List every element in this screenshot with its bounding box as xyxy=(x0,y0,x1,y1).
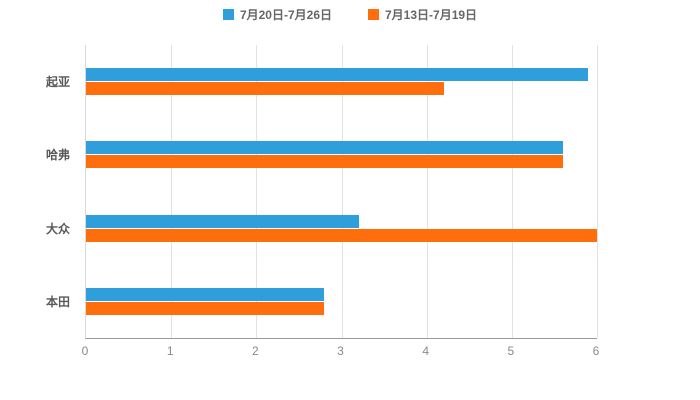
bar-blue-2[interactable] xyxy=(86,141,563,155)
x-axis-tick-2: 2 xyxy=(251,344,259,358)
x-axis-tick-1: 1 xyxy=(166,344,174,358)
gridline xyxy=(341,45,343,338)
y-axis-label-1: 起亚 xyxy=(45,75,70,90)
category-band-2 xyxy=(86,118,597,191)
legend-label: 7月20日-7月26日 xyxy=(239,8,332,22)
x-axis-tick-3: 3 xyxy=(337,344,344,358)
category-band-1 xyxy=(86,45,597,118)
category-band-3 xyxy=(86,192,597,265)
x-axis-tick-4: 4 xyxy=(422,344,429,358)
bar-orange-2[interactable] xyxy=(86,155,563,169)
category-band-4 xyxy=(86,265,597,338)
legend-marker-blue-icon xyxy=(222,9,234,20)
y-axis-label-3: 大众 xyxy=(45,221,70,236)
x-axis: 0 1 2 3 4 5 6 xyxy=(81,342,600,362)
gridline xyxy=(597,45,598,338)
bar-orange-4[interactable] xyxy=(86,301,325,315)
y-axis-label-2: 哈弗 xyxy=(45,148,70,163)
legend-item-week1[interactable]: 7月13日-7月19日 xyxy=(368,6,477,23)
gridline xyxy=(171,45,173,338)
legend-label: 7月13日-7月19日 xyxy=(385,8,478,22)
bar-blue-3[interactable] xyxy=(86,214,359,228)
bar-blue-4[interactable] xyxy=(86,287,325,301)
legend-item-week2[interactable]: 7月20日-7月26日 xyxy=(222,6,332,23)
gridline xyxy=(256,45,258,338)
y-axis-labels: 起亚 哈弗 大众 本田 xyxy=(0,45,78,338)
bar-blue-1[interactable] xyxy=(86,68,589,82)
y-axis-label-4: 本田 xyxy=(45,294,70,309)
bar-orange-1[interactable] xyxy=(86,82,444,96)
gridline xyxy=(511,45,513,338)
x-axis-tick-0: 0 xyxy=(81,344,89,358)
legend-marker-orange-icon xyxy=(368,9,379,20)
x-axis-tick-5: 5 xyxy=(507,344,515,358)
gridline xyxy=(426,45,428,338)
x-axis-tick-6: 6 xyxy=(592,344,600,358)
bar-orange-3[interactable] xyxy=(86,228,597,242)
plot-area xyxy=(85,45,598,339)
chart-legend: 7月20日-7月26日 7月13日-7月19日 xyxy=(0,6,700,23)
